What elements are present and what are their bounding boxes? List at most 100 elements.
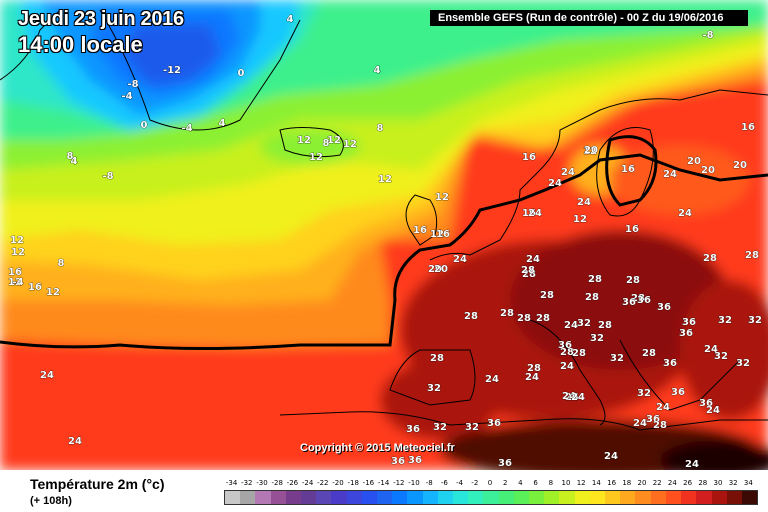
- scale-swatch: [392, 491, 408, 504]
- scale-value-label: 10: [561, 479, 571, 487]
- coastlines: [0, 9, 768, 431]
- isotherm-label: 28: [527, 363, 541, 374]
- isotherm-label: 8: [377, 123, 384, 134]
- isotherm-label: 36: [498, 458, 512, 469]
- scale-swatch: [620, 491, 636, 504]
- scale-value-label: 22: [652, 479, 662, 487]
- scale-value-label: -34: [225, 479, 238, 487]
- scale-swatch: [483, 491, 499, 504]
- isotherm-label: -4: [121, 91, 132, 102]
- isotherm-label: 8: [323, 138, 330, 149]
- isotherm-label: 24: [525, 372, 539, 383]
- isotherm-label: 28: [642, 348, 656, 359]
- isotherm-label: 12: [378, 174, 392, 185]
- scale-swatch: [681, 491, 697, 504]
- isotherm-label: 32: [610, 353, 624, 364]
- scale-swatch: [589, 491, 606, 504]
- isotherm-label: 4: [374, 65, 381, 76]
- scale-value-label: -6: [440, 479, 448, 487]
- scale-value-label: -16: [362, 479, 375, 487]
- scale-value-label: -4: [456, 479, 464, 487]
- isotherm-label: 16: [625, 224, 639, 235]
- scale-swatch: [559, 491, 575, 504]
- isotherm-label: 32: [427, 383, 441, 394]
- isotherm-label: 32: [637, 388, 651, 399]
- isotherm-label: 32: [590, 333, 604, 344]
- scale-swatch: [270, 491, 286, 504]
- scale-swatch: [726, 491, 742, 504]
- scale-swatch: [605, 491, 621, 504]
- scale-value-label: -22: [317, 479, 329, 487]
- isotherm-label: 4: [287, 14, 294, 25]
- isotherm-label: 4: [219, 118, 226, 129]
- isotherm-label: 12: [573, 214, 587, 225]
- scale-swatch: [422, 491, 438, 504]
- scale-value-label: -18: [347, 479, 359, 487]
- isotherm-label: 24: [678, 208, 692, 219]
- isotherm-label: 8: [58, 258, 65, 269]
- scale-swatch: [498, 491, 514, 504]
- scale-value-label: 4: [518, 479, 523, 487]
- isotherm-label: 28: [522, 269, 536, 280]
- scale-swatch: [635, 491, 651, 504]
- isotherm-label: 24: [526, 254, 540, 265]
- isotherm-label: -8: [702, 30, 713, 41]
- scale-swatch: [453, 491, 469, 504]
- scale-swatch: [240, 491, 256, 504]
- isotherm-label: 24: [565, 392, 579, 403]
- isotherm-label: 20: [687, 156, 701, 167]
- isotherm-label: 36: [558, 340, 572, 351]
- scale-value-label: 26: [683, 479, 693, 487]
- isotherm-label: 36: [406, 424, 420, 435]
- scale-value-label: 2: [502, 479, 508, 487]
- forecast-date: Jeudi 23 juin 2016: [18, 8, 184, 30]
- isotherm-label: 36: [391, 456, 405, 467]
- isotherm-label: 12: [8, 277, 22, 288]
- scale-value-label: 6: [533, 479, 538, 487]
- scale-swatch: [316, 491, 332, 504]
- scale-value-label: -20: [332, 479, 344, 487]
- isotherm-label: 20: [584, 145, 598, 156]
- scale-swatch: [225, 491, 241, 504]
- scale-swatch: [711, 491, 727, 504]
- isotherm-label: 28: [521, 265, 535, 276]
- isotherm-label: 24: [704, 344, 718, 355]
- isotherm-label: 36: [622, 297, 636, 308]
- scale-value-label: 34: [743, 479, 753, 487]
- scale-value-label: -32: [241, 479, 253, 487]
- isotherm-label: 24: [453, 254, 467, 265]
- isotherm-label: 16: [436, 229, 450, 240]
- scale-swatch: [331, 491, 347, 504]
- isotherm-label: 24: [656, 402, 670, 413]
- isotherm-label: 24: [68, 436, 82, 447]
- scale-value-label: 20: [637, 479, 647, 487]
- isotherm-label: 36: [646, 414, 660, 425]
- isotherm-label: 24: [685, 459, 699, 470]
- isotherm-label: 24: [564, 320, 578, 331]
- isotherm-label: 36: [487, 418, 501, 429]
- isotherm-label: 20: [733, 160, 747, 171]
- isotherm-label: 20: [428, 264, 442, 275]
- temperature-map: -12 -8 -4 0 0 -4 4 4 4 -8 4 8 8 12 12 12 12 12 8 12 16 12 16 8 1…: [0, 0, 768, 470]
- isotherm-label: 12: [10, 235, 24, 246]
- scale-swatch: [468, 491, 484, 504]
- isotherm-label: 20: [701, 165, 715, 176]
- isotherm-label: 28: [536, 313, 550, 324]
- isotherm-label: 24: [485, 374, 499, 385]
- isotherm-label: 16: [741, 122, 755, 133]
- scale-swatch: [437, 491, 454, 504]
- scale-value-label: -30: [256, 479, 268, 487]
- scale-value-label: -10: [408, 479, 420, 487]
- isotherm-label: 24: [561, 167, 575, 178]
- isotherm-label: 36: [671, 387, 685, 398]
- isotherm-label: 24: [604, 451, 618, 462]
- isotherm-label: 24: [548, 178, 562, 189]
- scale-swatch: [665, 491, 682, 504]
- scale-swatch: [301, 491, 317, 504]
- isotherm-label: -8: [127, 79, 138, 90]
- legend-footer: Température 2m (°c) (+ 108h) -34 -32 -30 -2…: [0, 470, 768, 512]
- temperature-field: [0, 0, 768, 470]
- isotherm-label: 24: [40, 370, 54, 381]
- isotherm-label: -4: [181, 123, 192, 134]
